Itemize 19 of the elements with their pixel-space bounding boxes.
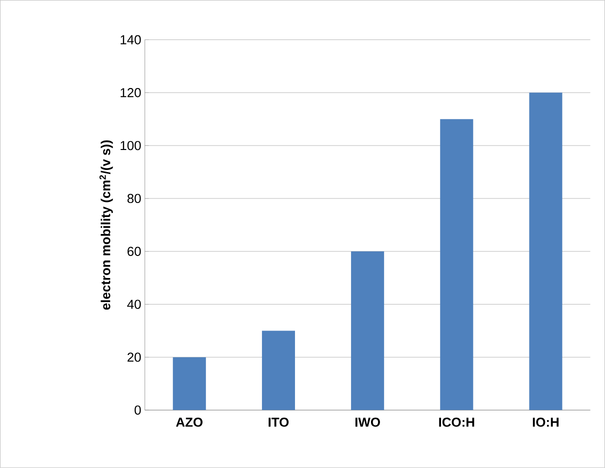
bar — [529, 92, 562, 410]
bar — [262, 330, 295, 410]
bar — [172, 357, 206, 410]
y-tick-label: 100 — [120, 141, 141, 150]
x-tick-label: IO:H — [532, 418, 559, 427]
bar — [440, 119, 474, 410]
y-tick-label: 120 — [120, 88, 141, 98]
x-tick-label: ITO — [268, 418, 289, 427]
y-tick-label: 60 — [128, 246, 141, 256]
y-axis-title: electron mobility (cm$^{2}$/(v s)) — [99, 140, 113, 310]
y-tick-label: 80 — [127, 194, 141, 204]
bar — [351, 251, 384, 410]
x-tick-label: IWO — [355, 418, 380, 427]
x-tick-label: AZO — [176, 418, 203, 427]
y-tick-label: 20 — [128, 352, 141, 362]
x-tick-label: ICO:H — [439, 418, 474, 427]
y-tick-label: 0 — [134, 406, 141, 415]
y-tick-label: 140 — [120, 35, 141, 44]
y-tick-label: 40 — [127, 300, 141, 309]
